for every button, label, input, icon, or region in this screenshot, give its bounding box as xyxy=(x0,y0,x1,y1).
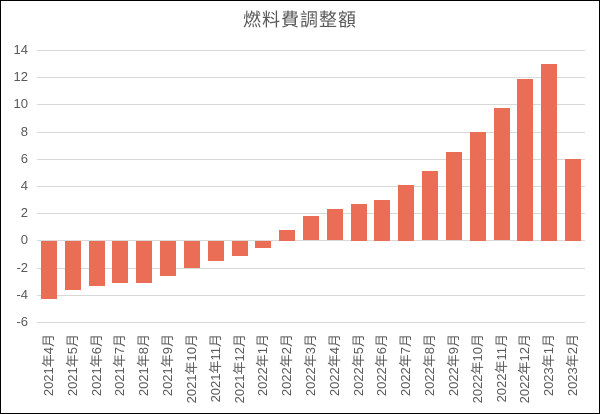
x-axis-tick-label: 2023年1月 xyxy=(541,334,556,397)
gridline xyxy=(37,159,585,160)
chart-bar xyxy=(136,241,152,283)
y-axis-tick-label: -4 xyxy=(16,287,28,302)
y-axis-tick-label: 8 xyxy=(20,124,28,139)
chart-bar xyxy=(446,152,462,240)
x-axis-tick-label: 2021年8月 xyxy=(136,334,151,397)
x-axis-tick-label: 2021年12月 xyxy=(232,334,247,404)
chart-bar xyxy=(112,241,128,283)
y-axis-tick-label: 12 xyxy=(13,69,28,84)
chart-bar xyxy=(565,159,581,241)
chart-bar xyxy=(351,204,367,241)
chart-bar xyxy=(255,241,271,248)
y-axis-tick-label: 0 xyxy=(20,232,28,247)
gridline xyxy=(37,240,585,241)
chart-bar xyxy=(494,108,510,240)
x-axis-tick-label: 2023年2月 xyxy=(565,334,580,397)
chart-bar xyxy=(41,241,57,299)
chart-bar xyxy=(374,200,390,241)
x-axis-tick-label: 2022年1月 xyxy=(255,334,270,397)
gridline xyxy=(37,50,585,51)
gridline xyxy=(37,322,585,323)
x-axis-tick-label: 2022年8月 xyxy=(422,334,437,397)
x-axis-tick-label: 2022年7月 xyxy=(398,334,413,397)
chart-bar xyxy=(327,209,343,240)
chart-bar xyxy=(422,171,438,240)
chart-bar xyxy=(160,241,176,276)
chart-bar xyxy=(279,230,295,241)
x-axis-tick-label: 2021年4月 xyxy=(41,334,56,397)
x-axis-tick-label: 2021年10月 xyxy=(184,334,199,404)
y-axis-tick-label: 4 xyxy=(20,178,28,193)
gridline xyxy=(37,213,585,214)
chart-bar xyxy=(89,241,105,286)
chart-bar xyxy=(517,79,533,241)
chart-bar xyxy=(65,241,81,290)
chart-bar xyxy=(208,241,224,261)
gridline xyxy=(37,77,585,78)
y-axis-tick-label: -2 xyxy=(16,260,28,275)
x-axis-tick-label: 2022年3月 xyxy=(303,334,318,397)
y-axis-tick-label: 10 xyxy=(13,96,28,111)
x-axis-tick-label: 2022年11月 xyxy=(494,334,509,403)
x-axis-tick-label: 2022年5月 xyxy=(351,334,366,397)
gridline xyxy=(37,132,585,133)
x-axis-tick-label: 2021年9月 xyxy=(160,334,175,397)
x-axis-tick-label: 2022年2月 xyxy=(279,334,294,397)
chart-bar xyxy=(398,185,414,241)
chart-bar xyxy=(232,241,248,256)
x-axis-tick-label: 2022年9月 xyxy=(446,334,461,397)
x-axis-tick-label: 2021年5月 xyxy=(65,334,80,397)
x-axis-tick-label: 2021年7月 xyxy=(112,334,127,397)
y-axis-tick-label: -6 xyxy=(16,314,28,329)
chart-bar xyxy=(184,241,200,268)
x-axis-tick-label: 2022年6月 xyxy=(374,334,389,397)
x-axis-tick-label: 2022年10月 xyxy=(470,334,485,404)
chart-title: 燃料費調整額 xyxy=(243,10,357,30)
gridline xyxy=(37,295,585,296)
y-axis-tick-label: 6 xyxy=(20,151,28,166)
gridline xyxy=(37,104,585,105)
y-axis-tick-label: 2 xyxy=(20,205,28,220)
gridline xyxy=(37,186,585,187)
x-axis-tick-label: 2021年6月 xyxy=(89,334,104,397)
x-axis-tick-label: 2022年4月 xyxy=(327,334,342,397)
chart-bar xyxy=(303,216,319,240)
x-axis-tick-label: 2022年12月 xyxy=(517,334,532,404)
chart-bar xyxy=(470,132,486,241)
y-axis-tick-label: 14 xyxy=(13,42,28,57)
x-axis-tick-label: 2021年11月 xyxy=(208,334,223,403)
gridline xyxy=(37,268,585,269)
chart-bar xyxy=(541,64,557,241)
